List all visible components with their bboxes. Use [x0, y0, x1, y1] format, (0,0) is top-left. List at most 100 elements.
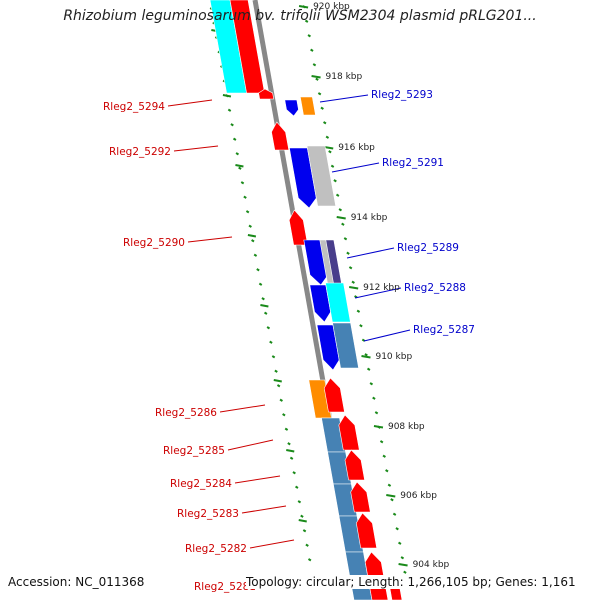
minor-tick-inner [276, 384, 281, 388]
minor-tick-outer [356, 309, 361, 313]
gene-labels: Rleg2_5293 Rleg2_5291 Rleg2_5289 Rleg2_5288… [103, 89, 475, 593]
kbp-label: 904 kbp [413, 560, 450, 570]
gene-5291b [306, 145, 337, 207]
kbp-label: 918 kbp [326, 72, 363, 82]
gene-label-reverse: Rleg2_5282 [185, 543, 247, 555]
minor-tick-inner [248, 224, 252, 228]
minor-tick-inner [282, 413, 286, 417]
kbp-label: 912 kbp [363, 283, 400, 293]
minor-tick-outer [390, 498, 394, 502]
gene-label-reverse: Rleg2_5283 [177, 508, 239, 520]
minor-tick-outer [392, 512, 397, 516]
gene-label-reverse: Rleg2_5285 [163, 445, 225, 457]
gene-5294 [258, 88, 275, 100]
minor-tick-outer [343, 237, 348, 241]
minor-tick-outer [398, 541, 402, 545]
gene-label-reverse: Rleg2_5286 [155, 407, 217, 419]
leader-line [354, 287, 402, 299]
minor-tick-inner [245, 210, 250, 214]
gene-5287 [316, 324, 340, 371]
minor-tick-outer [403, 570, 407, 574]
minor-tick-inner [235, 152, 240, 156]
minor-tick-outer [351, 280, 355, 284]
leader-line [319, 94, 369, 103]
minor-tick-inner [266, 326, 271, 330]
minor-tick-outer [341, 222, 345, 226]
gene-label-forward: Rleg2_5291 [382, 157, 444, 169]
gene-5286b [323, 377, 345, 413]
major-tick-inner [235, 164, 244, 168]
minor-tick-outer [310, 48, 314, 52]
gene-label-forward: Rleg2_5288 [404, 282, 466, 294]
major-tick [336, 216, 346, 220]
gene-5291 [289, 147, 317, 209]
minor-tick-inner [271, 355, 276, 359]
minor-tick-outer [385, 469, 389, 473]
minor-tick-inner [300, 514, 304, 518]
leader-line [346, 247, 395, 259]
minor-tick-inner [240, 181, 245, 185]
plasmid-title: Rhizobium leguminosarum bv. trifolii WSM… [63, 8, 537, 24]
minor-tick-outer [307, 34, 311, 38]
major-tick-inner [273, 379, 282, 383]
gene-5285 [338, 414, 360, 451]
minor-tick-outer [348, 266, 353, 270]
minor-tick-inner [251, 239, 255, 243]
minor-tick-outer [395, 527, 399, 531]
minor-tick-inner [230, 123, 234, 127]
leader-line [234, 475, 281, 484]
minor-tick-outer [338, 208, 343, 212]
gene-label-forward: Rleg2_5287 [413, 324, 475, 336]
major-tick-inner [286, 449, 295, 453]
minor-tick-outer [364, 353, 368, 357]
kbp-label: 906 kbp [400, 491, 437, 501]
gene-5287b [332, 322, 359, 369]
minor-tick-inner [232, 137, 237, 141]
minor-tick-outer [372, 396, 376, 400]
major-tick [349, 286, 359, 290]
gene-5293b [299, 96, 316, 116]
map-summary-text: Topology: circular; Length: 1,266,105 bp… [246, 575, 576, 589]
leader-line [363, 329, 411, 342]
major-tick-inner [247, 234, 257, 238]
leader-line [227, 439, 274, 451]
minor-tick-outer [317, 92, 322, 96]
leader-line [331, 162, 380, 173]
minor-tick-inner [292, 471, 296, 475]
minor-tick-outer [315, 77, 319, 81]
minor-tick-outer [379, 440, 384, 444]
tick-marks [209, 5, 410, 589]
minor-tick-inner [269, 340, 273, 344]
gene-label-reverse: Rleg2_5294 [103, 101, 165, 113]
kbp-label: 920 kbp [313, 2, 350, 12]
accession-text: Accession: NC_011368 [8, 575, 145, 589]
major-tick [361, 355, 371, 359]
leader-line [167, 99, 213, 107]
minor-tick-inner [261, 297, 265, 301]
minor-tick-inner [263, 311, 268, 315]
minor-tick-outer [330, 164, 335, 168]
label-leader-lines [167, 94, 411, 587]
minor-tick-outer [333, 179, 337, 183]
leader-line [219, 404, 266, 413]
major-tick [373, 425, 384, 429]
gene-5290 [288, 209, 309, 246]
minor-tick-inner [284, 427, 289, 431]
major-tick [386, 494, 396, 498]
gene-label-reverse: Rleg2_5290 [123, 237, 185, 249]
gene-5283 [350, 481, 371, 513]
gene-label-reverse: Rleg2_5284 [170, 478, 232, 490]
leader-line [249, 539, 295, 549]
minor-tick-inner [243, 195, 247, 199]
minor-tick-inner [289, 456, 294, 460]
kbp-label: 916 kbp [338, 143, 375, 153]
minor-tick-outer [335, 193, 340, 197]
gene-features [209, 0, 403, 600]
minor-tick-inner [295, 485, 299, 489]
minor-tick-inner [274, 369, 278, 373]
minor-tick-outer [325, 135, 330, 139]
minor-tick-outer [323, 121, 327, 125]
minor-tick-outer [374, 411, 379, 415]
